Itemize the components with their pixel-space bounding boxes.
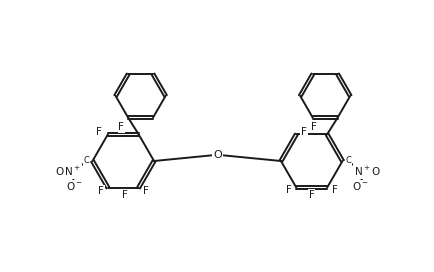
Text: N$^+$: N$^+$ xyxy=(64,165,81,178)
Text: N$^+$: N$^+$ xyxy=(353,165,370,178)
Text: O$^-$: O$^-$ xyxy=(351,180,368,192)
Text: O: O xyxy=(55,167,63,177)
Text: F: F xyxy=(98,186,104,196)
Text: O: O xyxy=(213,150,221,160)
Text: F: F xyxy=(310,122,316,132)
Text: C: C xyxy=(83,156,89,165)
Text: C: C xyxy=(345,156,351,165)
Text: F: F xyxy=(142,187,148,196)
Text: F: F xyxy=(300,127,306,137)
Text: F: F xyxy=(308,190,314,200)
Text: F: F xyxy=(285,185,291,194)
Text: O$^-$: O$^-$ xyxy=(66,180,83,192)
Text: F: F xyxy=(96,127,102,137)
Text: O: O xyxy=(371,167,379,177)
Text: F: F xyxy=(122,190,128,200)
Text: F: F xyxy=(331,185,337,194)
Text: F: F xyxy=(118,122,124,132)
